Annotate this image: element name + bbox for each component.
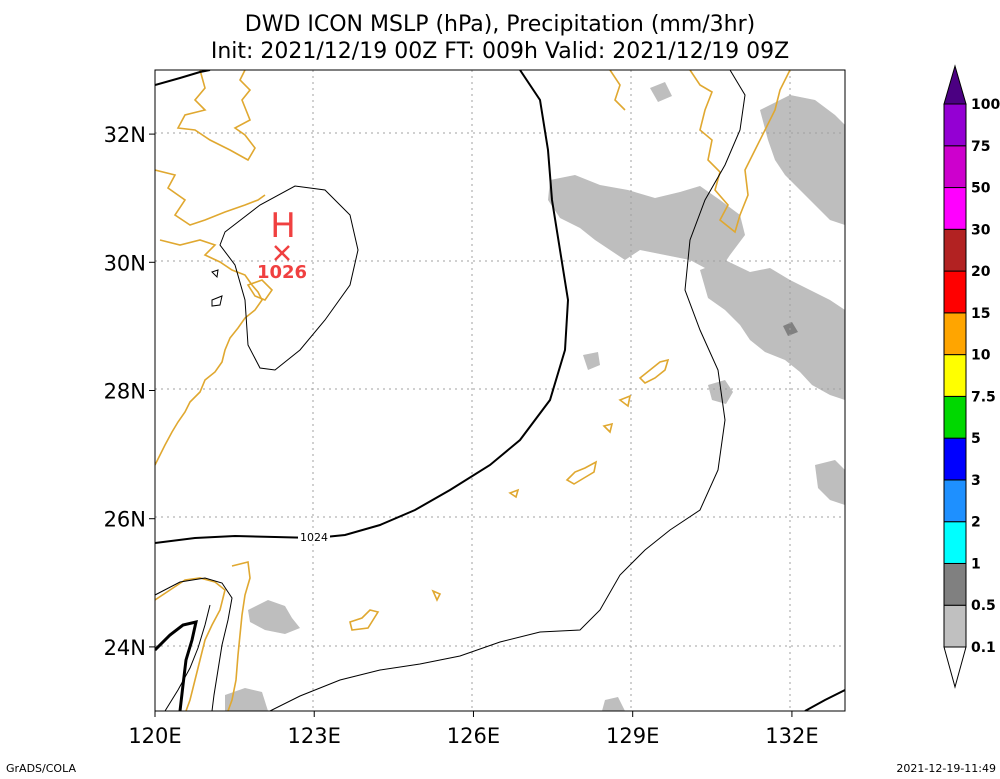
colorbar-label: 100 <box>971 97 1000 113</box>
isobar-1022 <box>269 70 746 711</box>
colorbar-segment <box>943 437 967 481</box>
plot-area: 1024 H 1026 <box>155 70 845 711</box>
coastline-ryukyu <box>565 460 598 485</box>
colorbar-label: 20 <box>971 264 991 280</box>
high-pressure-value: 1026 <box>257 262 307 283</box>
isobar-label: 1024 <box>300 531 328 544</box>
coastline-okinawa <box>638 358 670 384</box>
precipitation-layer <box>225 82 845 711</box>
lon-tick-label: 132E <box>765 724 818 748</box>
precip-area-southeast <box>815 460 845 505</box>
lon-tick-label: 120E <box>128 724 181 748</box>
map-title: DWD ICON MSLP (hPa), Precipitation (mm/3… <box>245 12 756 37</box>
lat-tick-label: 32N <box>104 123 146 147</box>
lat-tick-label: 26N <box>104 508 146 532</box>
colorbar-segment <box>943 395 967 439</box>
colorbar-label: 30 <box>971 222 991 238</box>
colorbar-segment <box>943 479 967 523</box>
coastline-island-small-1 <box>508 488 520 499</box>
coastline-taiwan <box>227 561 251 711</box>
isobar-1024 <box>155 70 570 544</box>
coastline-zhoushan <box>246 279 274 301</box>
high-symbol: H <box>270 206 296 246</box>
isobar-southeast <box>804 689 845 711</box>
map-axes: 120E 123E 126E 129E 132E 24N 26N 28N 30N 32N <box>104 123 819 748</box>
colorbar-label: 7.5 <box>971 389 996 405</box>
isobar-west-inner <box>164 604 211 711</box>
lat-tick-label: 24N <box>104 636 146 660</box>
isobar-label-bg <box>298 530 330 544</box>
footer-software: GrADS/COLA <box>6 762 76 775</box>
colorbar-bottom-arrow <box>943 646 967 689</box>
precipitation-colorbar: 0.1 0.5 1 2 3 5 7.5 10 15 20 30 50 75 100 <box>943 64 1000 689</box>
colorbar-label: 2 <box>971 515 981 531</box>
colorbar-segment <box>943 562 967 606</box>
isobar-island-1 <box>211 295 223 307</box>
coastline-china-hangzhou <box>155 239 263 466</box>
colorbar-label: 5 <box>971 431 981 447</box>
precip-area-northeast <box>760 95 845 225</box>
coastline-island-small-5 <box>602 422 614 434</box>
colorbar-segment <box>943 103 967 147</box>
isobar-west-1022 <box>155 577 233 711</box>
precip-area-small <box>583 352 600 370</box>
precip-area-mid <box>708 380 733 404</box>
precip-area-taiwan-east <box>248 600 300 634</box>
isobar-island-2 <box>211 269 219 279</box>
precip-area-east <box>700 260 845 400</box>
coastlines <box>155 70 791 711</box>
colorbar-segment <box>943 145 967 189</box>
isobars <box>155 70 845 711</box>
lon-tick-label: 123E <box>288 724 341 748</box>
colorbar-segment <box>943 270 967 314</box>
grid-lines <box>155 70 845 711</box>
colorbar-segment <box>943 604 967 648</box>
lon-tick-label: 129E <box>606 724 659 748</box>
precip-area-south-1 <box>225 688 268 711</box>
lat-tick-label: 30N <box>104 251 146 275</box>
colorbar-segment <box>943 354 967 397</box>
colorbar-label: 1 <box>971 556 981 572</box>
colorbar-label: 0.5 <box>971 598 996 614</box>
lat-tick-label: 28N <box>104 380 146 404</box>
isobar-west-thick <box>155 620 198 711</box>
colorbar-label: 50 <box>971 181 991 197</box>
colorbar-label: 75 <box>971 139 990 155</box>
colorbar-label: 15 <box>971 306 990 322</box>
colorbar-top-arrow <box>943 64 967 105</box>
map-subtitle: Init: 2021/12/19 00Z FT: 009h Valid: 202… <box>211 39 789 64</box>
precip-area-south-2 <box>602 697 625 711</box>
coastline-japan-west <box>609 70 626 111</box>
coastline-china-east <box>155 169 266 226</box>
coastline-island-small-2 <box>431 589 442 602</box>
colorbar-segment <box>943 228 967 272</box>
precip-area-northeast-small <box>650 82 672 102</box>
lon-tick-label: 126E <box>447 724 500 748</box>
high-center-marker-icon <box>274 245 290 261</box>
coastline-fujian <box>155 577 226 711</box>
colorbar-label: 0.1 <box>971 640 996 656</box>
colorbar-segment <box>943 521 967 564</box>
colorbar-label: 10 <box>971 348 991 364</box>
colorbar-segment <box>943 312 967 356</box>
coastline-japan <box>689 70 791 234</box>
colorbar-label: 3 <box>971 473 981 489</box>
coastline-china-north <box>176 70 256 162</box>
colorbar-segment <box>943 187 967 230</box>
coastline-island-small-3 <box>349 609 380 631</box>
high-pressure-center: H 1026 <box>257 206 307 283</box>
footer-timestamp: 2021-12-19-11:49 <box>896 762 996 775</box>
isobar-high-1026 <box>219 185 359 371</box>
precip-area-central <box>548 175 745 270</box>
coastline-island-small-4 <box>618 394 632 408</box>
